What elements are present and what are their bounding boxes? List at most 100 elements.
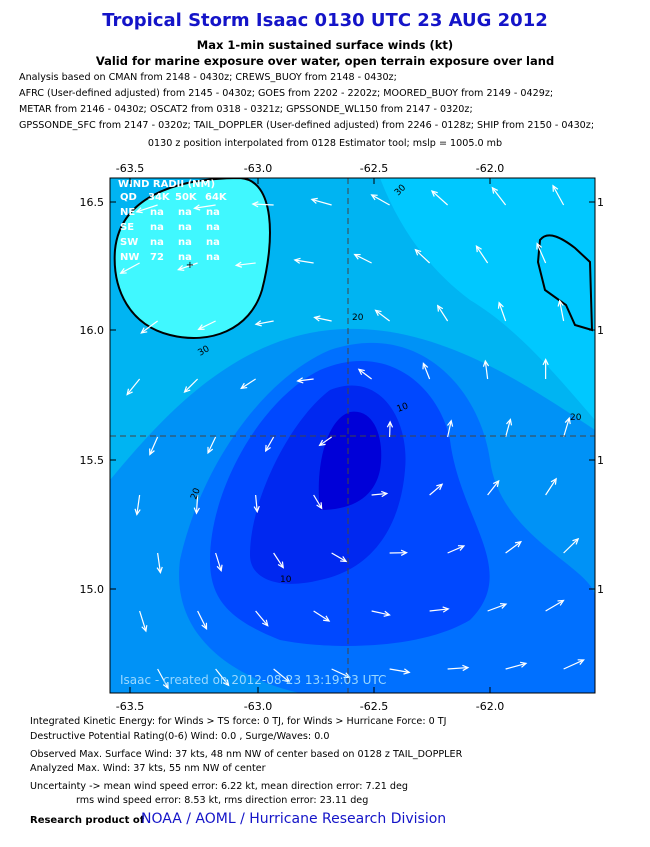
wind-arrow [236, 262, 256, 266]
wind-arrow-head [634, 658, 640, 663]
wind-arrow [314, 316, 332, 322]
x-tick-label: -62.5 [360, 700, 388, 713]
wind-arrow [622, 417, 628, 437]
radii-cell: na [178, 252, 192, 263]
wind-arrow-head [177, 265, 185, 271]
wind-arrow-head [577, 659, 585, 665]
wind-arrow [240, 378, 256, 389]
title: Tropical Storm Isaac 0130 UTC 23 AUG 201… [102, 10, 548, 31]
wind-arrow [313, 494, 323, 509]
wind-arrow-head [457, 545, 466, 551]
wind-arrow-head [251, 201, 259, 208]
wind-arrow-head [596, 242, 601, 248]
wind-arrow [157, 668, 169, 689]
wind-arrow [487, 603, 507, 612]
y-tick-label: 1 [597, 196, 604, 209]
wind-arrow-head [499, 602, 508, 609]
wind-arrow-head [193, 507, 200, 515]
wind-arrow-head [552, 184, 559, 192]
wind-arrow [273, 668, 290, 683]
credit-link[interactable]: NOAA / AOML / Hurricane Research Divisio… [141, 811, 447, 827]
wind-arrow [545, 599, 564, 612]
wind-arrow [536, 243, 547, 264]
wind-arrow [331, 668, 350, 678]
wind-arrow [319, 436, 332, 446]
wind-arrow-head [436, 483, 444, 491]
radii-cell: na [150, 237, 164, 248]
wind-arrow [375, 309, 390, 322]
wind-arrow [184, 378, 199, 393]
y-tick-label: 15.5 [80, 454, 105, 467]
analysis-line: AFRC (User-defined adjusted) from 2145 -… [19, 88, 554, 99]
wind-arrow-head [520, 661, 528, 668]
x-tick-label: -63.5 [116, 162, 144, 175]
wind-arrow-head [383, 610, 391, 617]
wind-arrow [311, 198, 332, 206]
wind-arrow [136, 494, 141, 515]
wind-arrow-head [436, 304, 444, 312]
wind-arrow-head [318, 439, 326, 447]
wind-arrow [487, 480, 500, 496]
wind-arrow-head [617, 299, 622, 305]
wind-arrow-head [313, 315, 321, 322]
wind-arrow-head [141, 625, 148, 633]
wind-arrow [447, 545, 465, 554]
wind-arrow [215, 668, 230, 686]
wind-arrow [198, 320, 216, 330]
y-tick-label: 16.0 [80, 324, 105, 337]
wind-arrow [505, 662, 527, 670]
wind-arrow-head [572, 537, 580, 545]
wind-arrow [157, 552, 162, 573]
wind-arrow-head [400, 549, 408, 556]
radii-cell: SE [120, 222, 134, 233]
radii-cell: na [150, 222, 164, 233]
contour-label: 20 [352, 313, 364, 323]
wind-arrow [207, 436, 217, 454]
x-tick-label: -62.0 [476, 700, 504, 713]
wind-arrow-head [149, 448, 155, 456]
wind-radii-table: WIND RADII (NM) QD 34K 50K 64K [118, 179, 228, 203]
wind-arrow-head [277, 561, 284, 569]
wind-arrow [563, 659, 584, 670]
wind-arrow [126, 378, 141, 395]
wind-arrow [505, 419, 511, 438]
radii-header: 64K [205, 192, 228, 203]
wind-arrow-head [323, 615, 331, 622]
wind-arrow-head [386, 420, 394, 428]
wind-arrow-head [630, 537, 636, 543]
y-tick-label: 1 [597, 583, 604, 596]
wind-arrow-head [475, 245, 482, 253]
wind-arrow-head [403, 668, 411, 675]
wind-arrow [437, 305, 449, 322]
wind-arrow [484, 360, 489, 380]
wind-arrow [498, 302, 507, 322]
wind-arrow-head [140, 327, 148, 334]
footer-line: rms wind speed error: 8.53 kt, rms direc… [76, 795, 369, 806]
analysis-line: Analysis based on CMAN from 2148 - 0430z… [19, 72, 397, 83]
wind-arrow [331, 552, 347, 562]
wind-arrow [389, 668, 410, 673]
wind-arrow-head [162, 682, 169, 690]
wind-arrow [252, 203, 274, 206]
radii-cell: 72 [150, 252, 164, 263]
wind-arrow-head [216, 564, 223, 572]
wind-arrow-head [201, 622, 208, 631]
34kt-contour [113, 178, 271, 339]
footer-line: Uncertainty -> mean wind speed error: 6.… [30, 781, 409, 792]
footer-line: Observed Max. Surface Wind: 37 kts, 48 n… [30, 749, 463, 760]
y-tick-label: 1 [597, 324, 604, 337]
subtitle: Valid for marine exposure over water, op… [95, 54, 555, 68]
wind-arrow-head [222, 679, 230, 687]
wind-arrow-head [442, 606, 450, 613]
wind-arrow [604, 598, 621, 611]
wind-arrow [475, 245, 489, 264]
subtitle: Max 1-min sustained surface winds (kt) [196, 38, 454, 52]
wind-arrow-head [254, 320, 262, 327]
position-note: 0130 z position interpolated from 0128 E… [147, 138, 503, 149]
radii-cell: na [206, 222, 220, 233]
wind-arrow [140, 320, 158, 334]
radii-cell: NW [120, 252, 139, 263]
wind-arrow [447, 666, 469, 670]
radii-cell: na [206, 207, 220, 218]
